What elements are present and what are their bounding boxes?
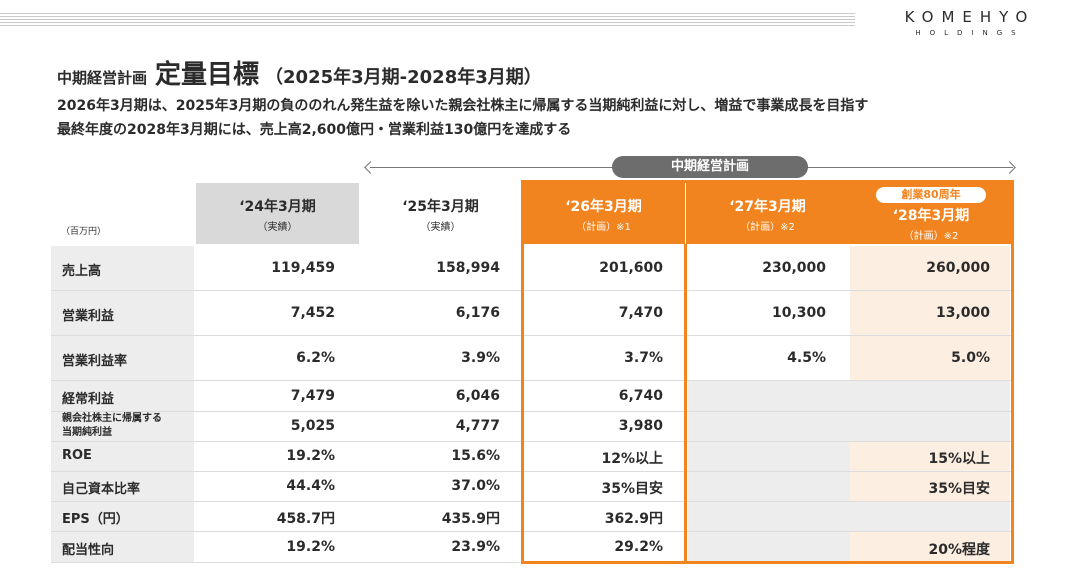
table-cell: 4,777: [455, 418, 500, 434]
lead-text-2: 最終年度の2028年3月期には、売上高2,600億円・営業利益130億円を達成す…: [57, 122, 572, 138]
table-cell: 37.0%: [451, 478, 500, 494]
row-divider: [51, 411, 1013, 412]
table-cell: 19.2%: [286, 448, 335, 464]
row-divider: [51, 335, 1013, 336]
table-cell: 44.4%: [286, 478, 335, 494]
fy26-frame-divider: [684, 244, 687, 564]
row-label-roe: ROE: [62, 448, 92, 463]
table-cell: 13,000: [935, 305, 990, 321]
table-cell: 6.2%: [296, 350, 335, 366]
column-subtitle: （計画）※1: [576, 222, 631, 233]
table-cell: 201,600: [599, 260, 663, 276]
table-cell: 3,980: [618, 418, 663, 434]
column-subtitle: （実績）: [420, 222, 461, 233]
table-cell: 20%程度: [928, 542, 990, 558]
header-stripe: [0, 13, 855, 27]
table-cell: 119,459: [271, 260, 335, 276]
lead-text-1: 2026年3月期は、2025年3月期の負ののれん発生益を除いた親会社株主に帰属す…: [57, 98, 869, 114]
table-cell: 29.2%: [614, 539, 663, 555]
not-disclosed-area-4: [688, 532, 850, 561]
fy28-highlight-3: [850, 532, 1010, 561]
plan-period-label: 中期経営計画: [612, 156, 808, 178]
arrow-left-icon: [364, 161, 377, 174]
column-header-fy25: ‘25年3月期 （実績）: [359, 183, 522, 244]
logo-main-text: KOMEHYO: [904, 8, 1036, 26]
not-disclosed-area-3: [688, 502, 1010, 531]
row-divider: [51, 380, 1013, 381]
column-title: ‘24年3月期: [239, 199, 316, 215]
table-cell: 362.9円: [604, 511, 663, 527]
table-cell: 12%以上: [601, 451, 663, 467]
table-cell: 3.9%: [461, 350, 500, 366]
table-cell: 158,994: [436, 260, 500, 276]
column-header-fy28: 創業80周年 ‘28年3月期 （計画）※2: [849, 183, 1013, 244]
table-cell: 23.9%: [451, 539, 500, 555]
table-cell: 35%目安: [928, 481, 990, 497]
anniversary-badge: 創業80周年: [876, 187, 986, 203]
column-title: ‘27年3月期: [729, 199, 806, 215]
company-logo: KOMEHYO HOLDINGS: [870, 8, 1070, 37]
table-cell: 15.6%: [451, 448, 500, 464]
row-divider: [51, 290, 1013, 291]
title-small: 中期経営計画: [57, 69, 148, 87]
row-divider: [51, 501, 1013, 502]
table-cell: 10,300: [771, 305, 826, 321]
title-big: 定量目標: [155, 60, 260, 90]
row-label-net-income-line1: 親会社株主に帰属する: [62, 413, 162, 424]
logo-sub-text: HOLDINGS: [915, 29, 1025, 37]
page-title: 中期経営計画 定量目標 （2025年3月期-2028年3月期）: [57, 54, 542, 91]
unit-label: （百万円）: [61, 227, 107, 237]
title-period: （2025年3月期-2028年3月期）: [265, 67, 542, 88]
table-cell: 5.0%: [951, 350, 990, 366]
plan-period-frame: [521, 180, 1014, 564]
column-subtitle: （実績）: [257, 222, 298, 233]
row-label-column: [51, 246, 194, 562]
table-cell: 19.2%: [286, 539, 335, 555]
table-cell: 7,479: [290, 388, 335, 404]
column-title: ‘25年3月期: [402, 199, 479, 215]
row-label-equity-ratio: 自己資本比率: [62, 482, 141, 497]
table-cell: 260,000: [926, 260, 990, 276]
row-label-net-income: 親会社株主に帰属する 当期純利益: [62, 412, 162, 440]
table-cell: 6,046: [455, 388, 500, 404]
table-cell: 5,025: [290, 418, 335, 434]
table-cell: 6,740: [618, 388, 663, 404]
arrow-right-icon: [1003, 161, 1016, 174]
row-label-net-income-line2: 当期純利益: [62, 427, 112, 438]
column-title: ‘26年3月期: [565, 199, 642, 215]
fy28-highlight: [850, 246, 1010, 380]
table-cell: 35%目安: [601, 481, 663, 497]
row-divider: [51, 441, 1013, 442]
row-label-payout-ratio: 配当性向: [62, 543, 115, 558]
row-divider: [51, 531, 1013, 532]
row-divider: [51, 471, 1013, 472]
row-label-ordinary-profit: 経常利益: [62, 392, 115, 407]
column-subtitle: （計画）※2: [903, 231, 959, 242]
table-cell: 230,000: [762, 260, 826, 276]
table-cell: 6,176: [455, 305, 500, 321]
column-title: ‘28年3月期: [892, 208, 970, 224]
column-header-fy26: ‘26年3月期 （計画）※1: [522, 183, 685, 244]
table-cell: 435.9円: [441, 511, 500, 527]
column-header-fy27: ‘27年3月期 （計画）※2: [686, 183, 849, 244]
table-cell: 3.7%: [624, 350, 663, 366]
column-subtitle: （計画）※2: [740, 222, 795, 233]
row-label-eps: EPS（円）: [62, 512, 129, 527]
row-label-operating-margin: 営業利益率: [62, 354, 128, 369]
row-label-net-sales: 売上高: [62, 264, 102, 279]
row-label-operating-profit: 営業利益: [62, 309, 115, 324]
table-cell: 458.7円: [276, 511, 335, 527]
table-cell: 7,452: [290, 305, 335, 321]
table-cell: 7,470: [618, 305, 663, 321]
table-cell: 4.5%: [787, 350, 826, 366]
column-header-fy24: ‘24年3月期 （実績）: [196, 183, 359, 244]
table-cell: 15%以上: [928, 451, 990, 467]
